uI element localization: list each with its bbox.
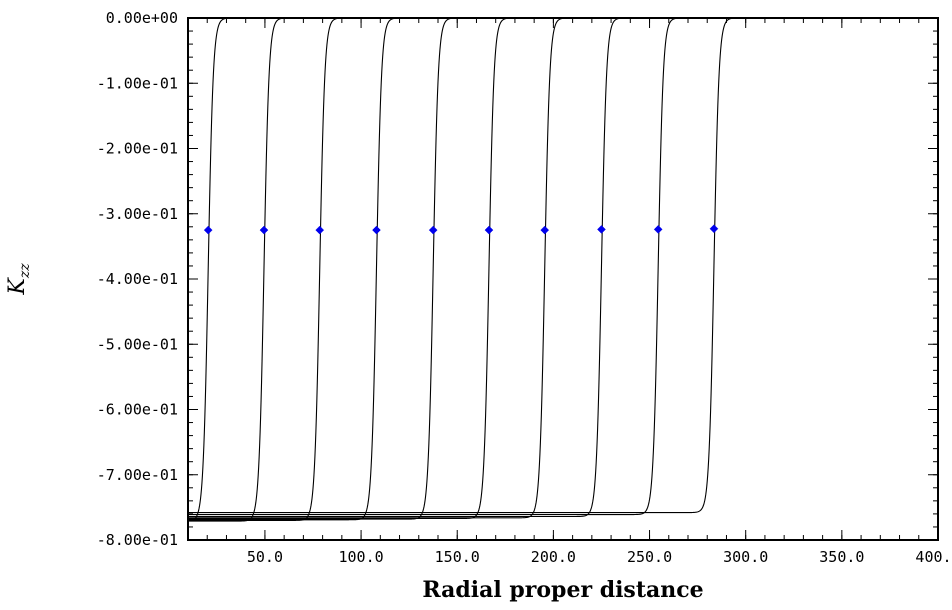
y-tick-label: -7.00e-01 (97, 466, 178, 484)
y-tick-label: -3.00e-01 (97, 205, 178, 223)
data-point-10 (709, 224, 719, 234)
plot-frame (187, 17, 939, 541)
data-point-5 (428, 225, 438, 235)
y-axis-title: Kzz (5, 263, 33, 296)
y-tick-label: -5.00e-01 (97, 335, 178, 353)
markers-group (203, 224, 719, 235)
y-tick-label: -6.00e-01 (97, 401, 178, 419)
data-point-4 (372, 225, 381, 235)
data-point-8 (597, 225, 606, 234)
y-axis-title-main: K (5, 277, 30, 296)
x-tick-label: 50.0 (247, 548, 283, 566)
x-tick-label: 400.0 (915, 548, 952, 566)
y-tick-label: -2.00e-01 (97, 140, 178, 158)
data-point-9 (653, 225, 663, 234)
x-tick-label: 250.0 (627, 548, 672, 566)
data-point-6 (484, 225, 494, 235)
x-tick-label: 200.0 (531, 548, 576, 566)
x-axis-title: Radial proper distance (422, 577, 703, 603)
data-point-3 (315, 225, 325, 235)
data-point-7 (540, 225, 550, 235)
y-tick-label: -1.00e-01 (97, 74, 178, 92)
x-tick-label: 350.0 (819, 548, 864, 566)
data-point-1 (203, 225, 213, 235)
x-tick-label: 300.0 (723, 548, 768, 566)
y-tick-label: -4.00e-01 (97, 270, 178, 288)
x-tick-label: 100.0 (338, 548, 383, 566)
x-tick-label: 150.0 (435, 548, 480, 566)
y-tick-label: 0.00e+00 (106, 9, 178, 27)
y-tick-label: -8.00e-01 (97, 531, 178, 549)
y-axis-title-sub: zz (17, 263, 33, 279)
data-point-2 (259, 225, 269, 235)
